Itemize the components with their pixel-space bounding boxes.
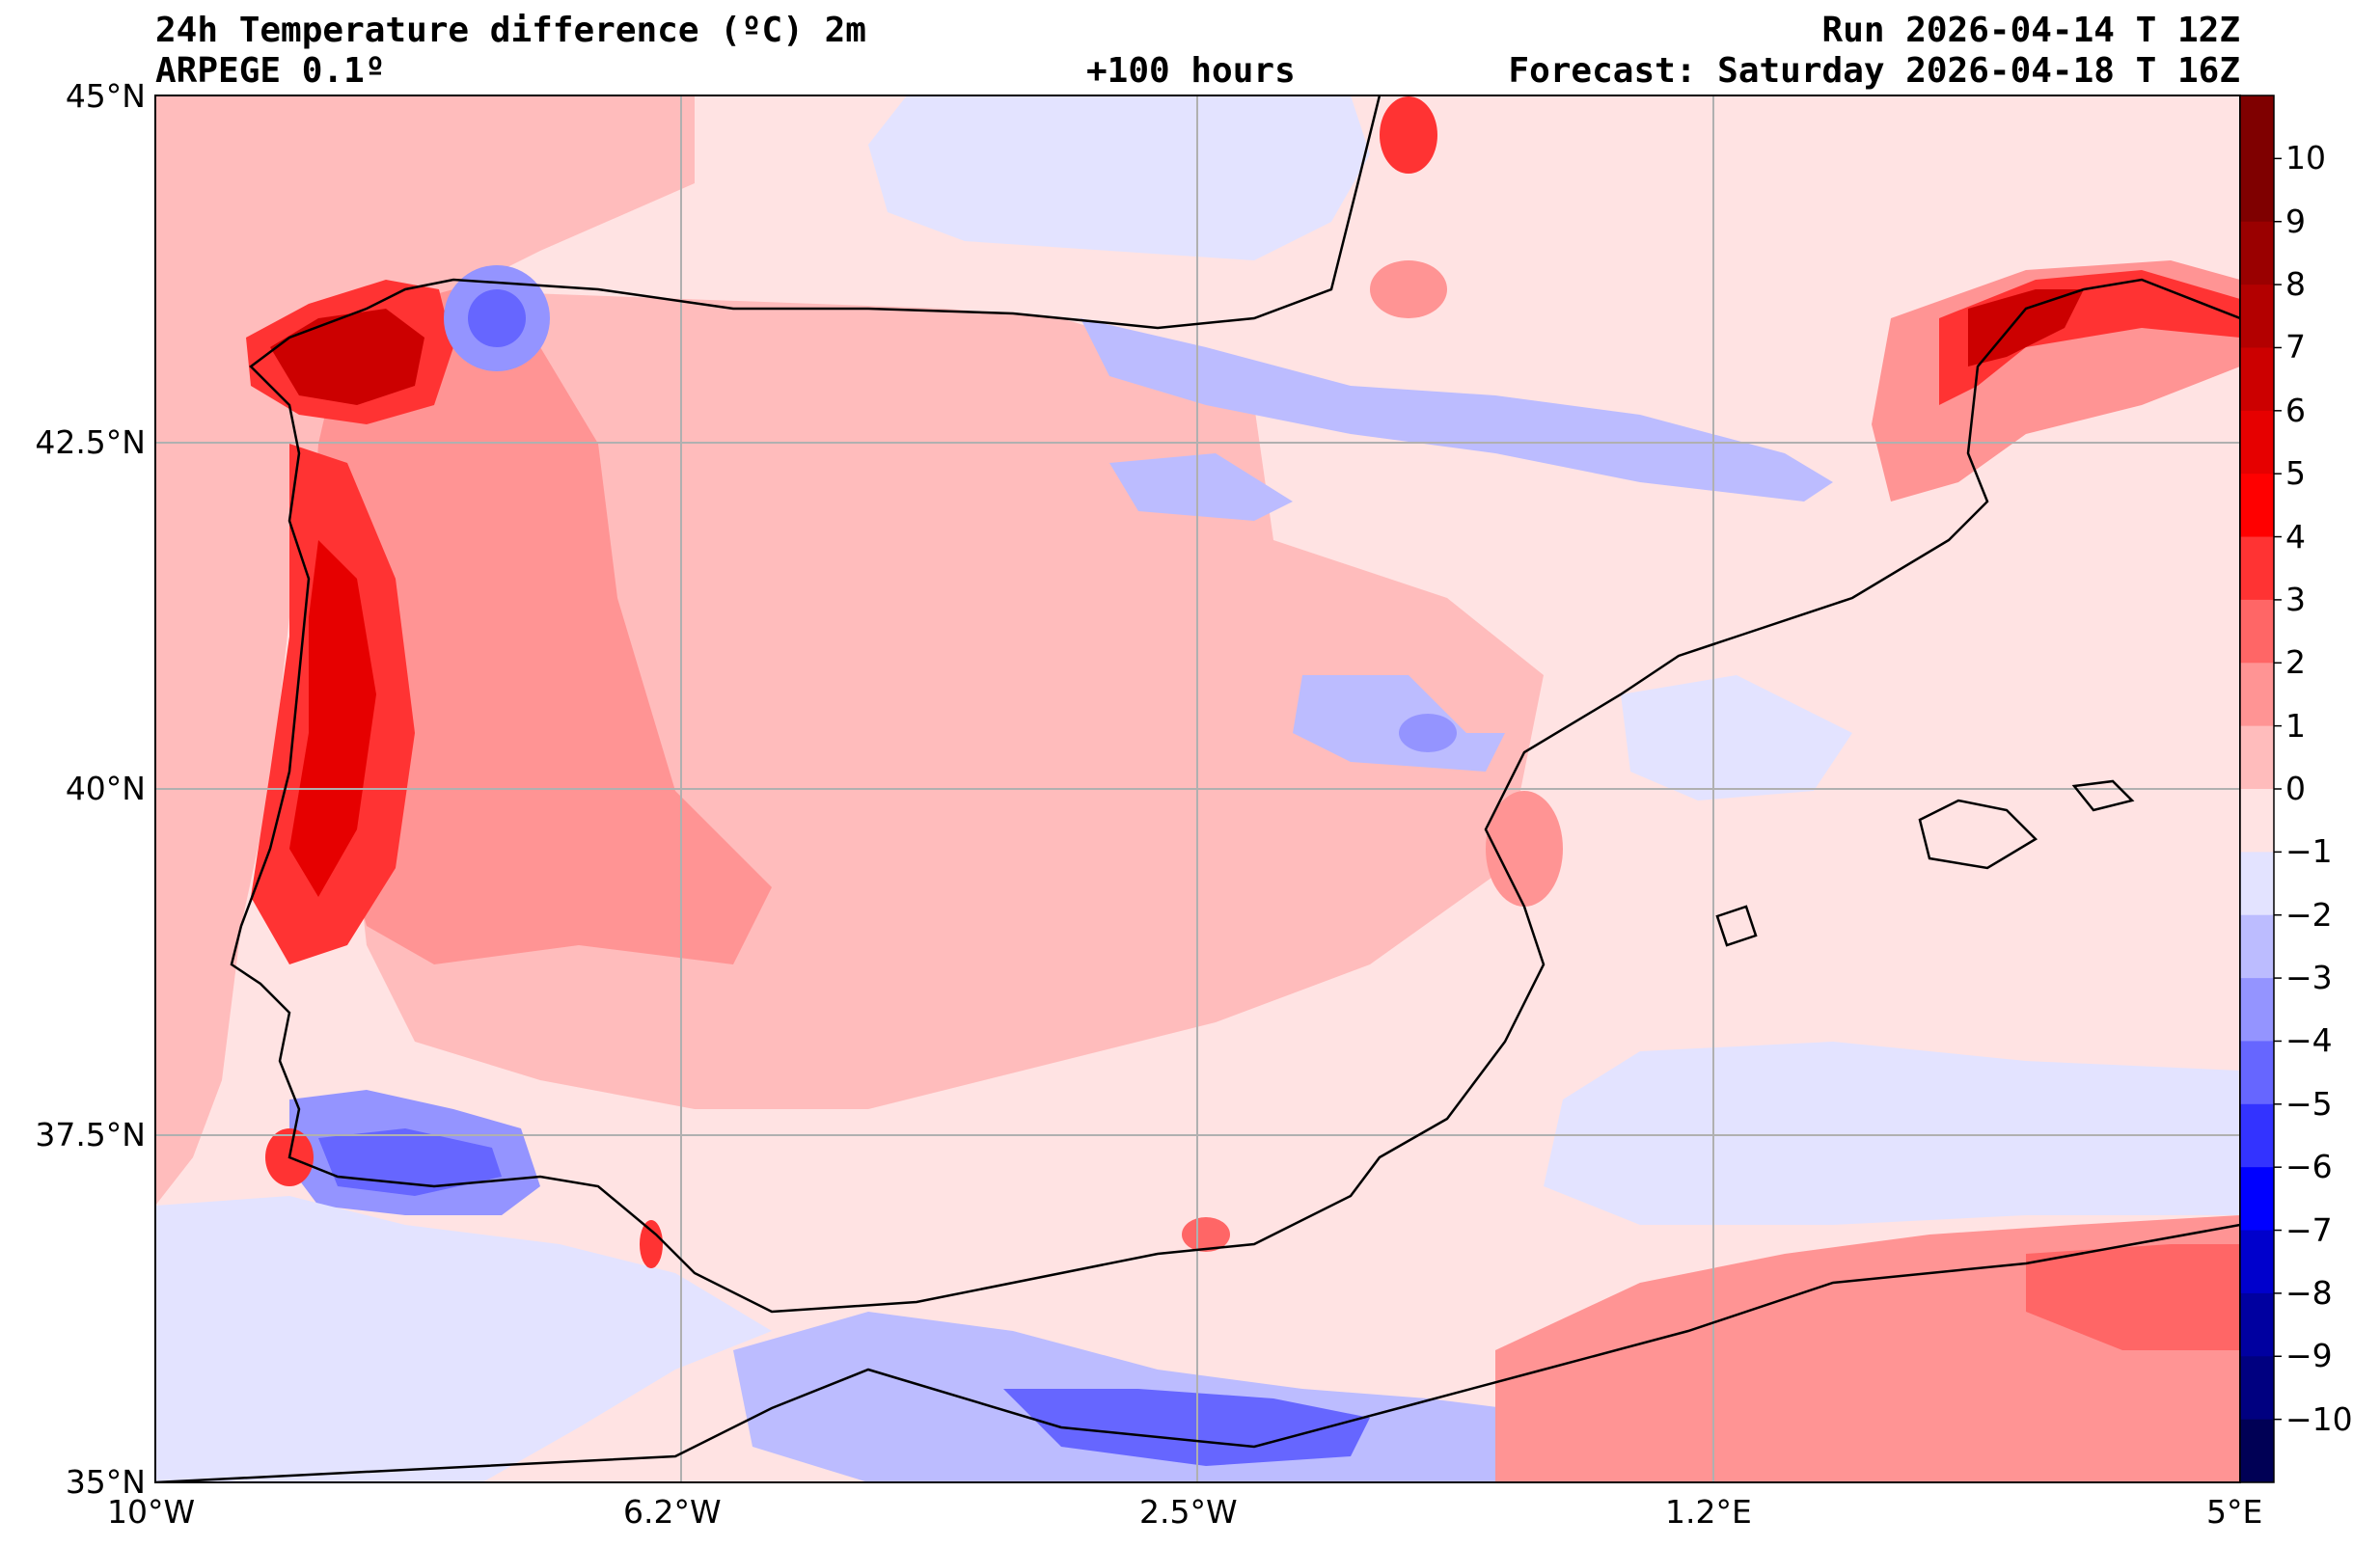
field-asturias-core bbox=[468, 289, 526, 347]
colorbar-tick-label: −6 bbox=[2285, 1148, 2333, 1186]
field-biscay-cool bbox=[868, 95, 1370, 260]
field-atlantic-south-cool bbox=[155, 1196, 772, 1482]
lon-label-5e: 5°E bbox=[2206, 1493, 2263, 1531]
colorbar-tick-label: 6 bbox=[2285, 391, 2306, 429]
colorbar-band bbox=[2240, 1419, 2274, 1483]
colorbar-band bbox=[2240, 536, 2274, 601]
title-left: 24h Temperature difference (ºC) 2m bbox=[155, 11, 866, 50]
colorbar-tick-label: −9 bbox=[2285, 1337, 2333, 1375]
colorbar-band bbox=[2240, 1167, 2274, 1232]
field-galicia-core bbox=[270, 309, 424, 405]
colorbar-band bbox=[2240, 914, 2274, 979]
colorbar-tick-label: 8 bbox=[2285, 265, 2306, 304]
field-balearic-sea-cool bbox=[1544, 1042, 2240, 1225]
colorbar-tick-label: −2 bbox=[2285, 895, 2333, 934]
colorbar-band bbox=[2240, 474, 2274, 538]
lon-label-6-2w: 6.2°W bbox=[623, 1493, 722, 1531]
colorbar-tick-label: −1 bbox=[2285, 832, 2333, 871]
field-iberian-range-cool bbox=[1293, 675, 1505, 772]
colorbar-tick-label: −3 bbox=[2285, 959, 2333, 997]
field-valencia-warm bbox=[1486, 791, 1563, 907]
field-portugal-core bbox=[289, 540, 376, 897]
field-west-iberia bbox=[309, 289, 772, 964]
colorbar-tick-label: 7 bbox=[2285, 328, 2306, 366]
colorbar-band bbox=[2240, 663, 2274, 727]
field-valencia-sea-cool bbox=[1621, 675, 1852, 801]
colorbar-band bbox=[2240, 1103, 2274, 1168]
colorbar-tick-label: 9 bbox=[2285, 202, 2306, 240]
field-gibraltar-hot bbox=[640, 1220, 663, 1268]
forecast-label: Forecast: Saturday 2026-04-18 T 16Z bbox=[1508, 51, 2240, 91]
colorbar-tick-label: 4 bbox=[2285, 517, 2306, 556]
colorbar-band bbox=[2240, 852, 2274, 916]
colorbar-tick-label: −5 bbox=[2285, 1084, 2333, 1123]
field-landes-hot bbox=[1380, 96, 1437, 174]
coast-mallorca bbox=[1918, 799, 2038, 870]
colorbar-band bbox=[2240, 410, 2274, 475]
coast-ibiza bbox=[1715, 905, 1758, 947]
colorbar-band bbox=[2240, 158, 2274, 223]
colorbar-band bbox=[2240, 1230, 2274, 1294]
colorbar-tick-label: −4 bbox=[2285, 1021, 2333, 1060]
lon-label-2-5w: 2.5°W bbox=[1139, 1493, 1238, 1531]
lead-time-label: +100 hours bbox=[1086, 51, 1296, 91]
lat-label-45n: 45°N bbox=[65, 77, 146, 115]
coastlines bbox=[155, 95, 2240, 1482]
field-motril-hot bbox=[1182, 1217, 1230, 1252]
colorbar-band bbox=[2240, 725, 2274, 790]
colorbar-tick-label: −10 bbox=[2285, 1399, 2353, 1438]
colorbar-band bbox=[2240, 1292, 2274, 1357]
lon-label-1-2e: 1.2°E bbox=[1665, 1493, 1752, 1531]
colorbar-band bbox=[2240, 285, 2274, 348]
colorbar-band bbox=[2240, 789, 2274, 853]
colorbar-tick-label: 2 bbox=[2285, 643, 2306, 682]
colorbar-band bbox=[2240, 347, 2274, 412]
graticule bbox=[155, 95, 2240, 1482]
field-iberian-range-core bbox=[1399, 714, 1457, 752]
field-alboran-core bbox=[1003, 1389, 1370, 1466]
lat-label-35n: 35°N bbox=[65, 1463, 146, 1501]
colorbar-tick-label: 3 bbox=[2285, 580, 2306, 618]
field-ebro-cool bbox=[1109, 453, 1293, 521]
colorbar-band bbox=[2240, 1041, 2274, 1105]
model-label: ARPEGE 0.1º bbox=[155, 51, 386, 91]
colorbar-tick-label: 1 bbox=[2285, 706, 2306, 745]
colorbar bbox=[2239, 95, 2282, 1483]
colorbar-tick-label: −8 bbox=[2285, 1273, 2333, 1312]
colorbar-band bbox=[2240, 978, 2274, 1042]
colorbar-band bbox=[2240, 599, 2274, 664]
field-gulf-lion-core bbox=[1968, 289, 2084, 366]
lat-label-37-5n: 37.5°N bbox=[35, 1116, 146, 1153]
colorbar-tick-label: 10 bbox=[2285, 139, 2326, 177]
colorbar-band bbox=[2240, 221, 2274, 285]
field-algeria-warm bbox=[2026, 1244, 2240, 1350]
lat-label-40n: 40°N bbox=[65, 770, 146, 807]
field-pyrenees-cool bbox=[1081, 318, 1833, 502]
colorbar-tick-label: 0 bbox=[2285, 770, 2306, 807]
run-label: Run 2026-04-14 T 12Z bbox=[1821, 11, 2240, 50]
lon-label-10w: 10°W bbox=[107, 1493, 196, 1531]
lat-label-42-5n: 42.5°N bbox=[35, 423, 146, 461]
colorbar-band bbox=[2240, 95, 2274, 159]
colorbar-band bbox=[2240, 1356, 2274, 1421]
colorbar-tick-label: 5 bbox=[2285, 454, 2306, 493]
colorbar-tick-label: −7 bbox=[2285, 1210, 2333, 1249]
coast-menorca bbox=[2071, 779, 2135, 812]
field-bayonne-warm bbox=[1370, 260, 1447, 318]
